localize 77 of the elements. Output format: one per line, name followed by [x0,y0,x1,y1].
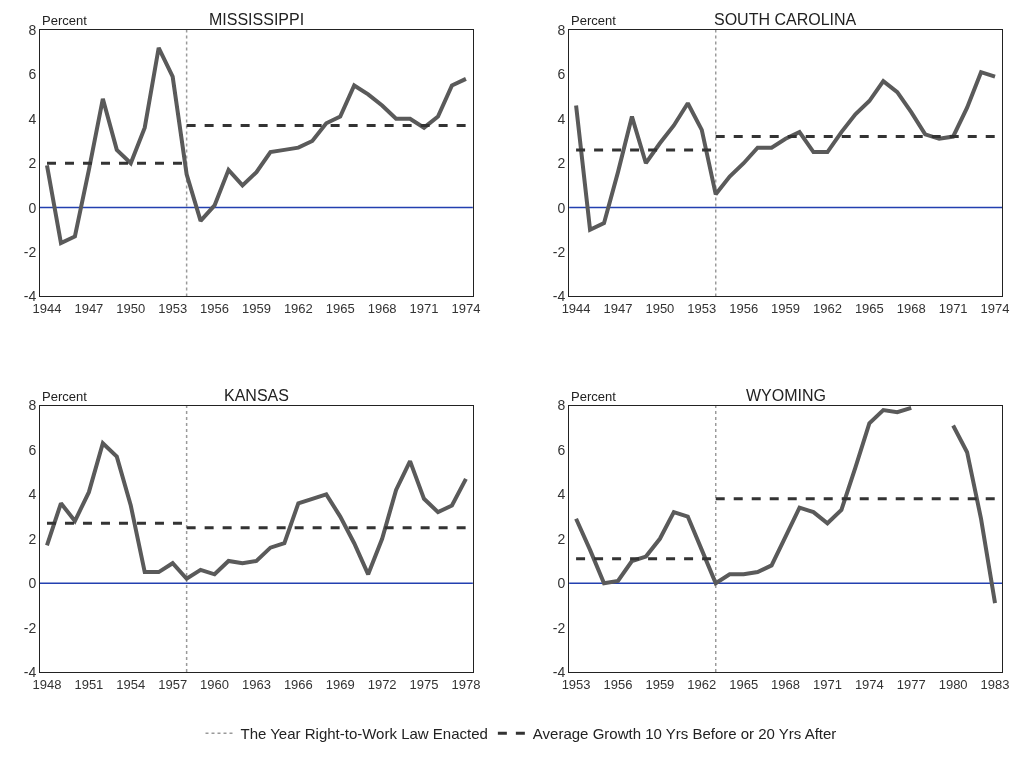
x-tick-label: 1974 [980,301,1010,317]
chart-title: MISSISSIPPI [209,11,305,28]
x-tick-label: 1959 [645,676,675,692]
line-series [44,45,468,246]
x-tick-label: 1950 [116,301,146,317]
y-tick-label: 4 [557,486,566,503]
y-tick-label: 8 [28,397,37,414]
y-tick-label: -2 [552,243,566,260]
x-tick-label: 1968 [771,676,801,692]
x-tick-label: 1971 [409,301,439,317]
x-tick-label: 1953 [158,301,188,317]
y-axis-title: Percent [571,389,617,404]
y-tick-label: 0 [28,199,37,216]
x-tick-label: 1983 [980,676,1010,692]
x-tick-label: 1950 [645,301,675,317]
y-tick-label: 6 [28,66,37,83]
x-tick-label: 1965 [854,301,884,317]
legend-label: Average Growth 10 Yrs Before or 20 Yrs After [532,725,837,743]
chart-title: SOUTH CAROLINA [714,11,857,28]
x-tick-label: 1968 [896,301,926,317]
y-tick-label: 8 [557,397,566,414]
x-tick-label: 1972 [367,676,397,692]
x-tick-label: 1968 [367,301,397,317]
x-tick-label: 1956 [603,676,633,692]
y-axis-title: Percent [571,13,617,28]
x-tick-label: 1956 [729,301,759,317]
y-tick-label: -2 [23,619,37,636]
x-tick-label: 1966 [283,676,313,692]
x-tick-label: 1959 [771,301,801,317]
legend-label: The Year Right-to-Work Law Enacted [240,725,488,743]
x-tick-label: 1971 [812,676,842,692]
x-tick-label: 1974 [451,301,481,317]
x-tick-label: 1962 [687,676,717,692]
y-tick-label: -2 [23,243,37,260]
y-tick-label: -2 [552,619,566,636]
x-tick-label: 1953 [687,301,717,317]
x-tick-label: 1947 [603,301,633,317]
x-tick-label: 1962 [283,301,313,317]
y-tick-label: 6 [557,66,566,83]
y-tick-label: 4 [28,110,37,127]
y-tick-label: 4 [557,110,566,127]
y-tick-label: 0 [28,575,37,592]
y-tick-label: 2 [28,155,37,172]
y-tick-label: 8 [557,21,566,38]
x-tick-label: 1956 [200,301,230,317]
x-tick-label: 1969 [325,676,355,692]
x-tick-label: 1978 [451,676,481,692]
y-tick-label: 2 [28,530,37,547]
y-tick-label: 2 [557,530,566,547]
y-tick-label: 0 [557,199,566,216]
x-tick-label: 1962 [812,301,842,317]
x-tick-label: 1947 [74,301,104,317]
y-tick-label: 2 [557,155,566,172]
chart-title: KANSAS [224,387,289,404]
x-tick-label: 1980 [938,676,968,692]
x-tick-label: 1959 [241,301,271,317]
y-tick-label: 8 [28,21,37,38]
x-tick-label: 1960 [200,676,230,692]
line-series [574,70,998,232]
x-tick-label: 1954 [116,676,146,692]
chart-title: WYOMING [746,387,826,404]
y-axis-title: Percent [42,13,88,28]
x-tick-label: 1971 [938,301,968,317]
x-tick-label: 1965 [729,676,759,692]
y-tick-label: 0 [557,575,566,592]
x-tick-label: 1951 [74,676,104,692]
x-tick-label: 1974 [854,676,884,692]
y-tick-label: 6 [28,441,37,458]
x-tick-label: 1977 [896,676,926,692]
line-series [44,441,468,581]
y-tick-label: 4 [28,486,37,503]
y-tick-label: 6 [557,441,566,458]
x-tick-label: 1965 [325,301,355,317]
x-tick-label: 1963 [241,676,271,692]
x-tick-label: 1957 [158,676,188,692]
y-axis-title: Percent [42,389,88,404]
x-tick-label: 1975 [409,676,439,692]
